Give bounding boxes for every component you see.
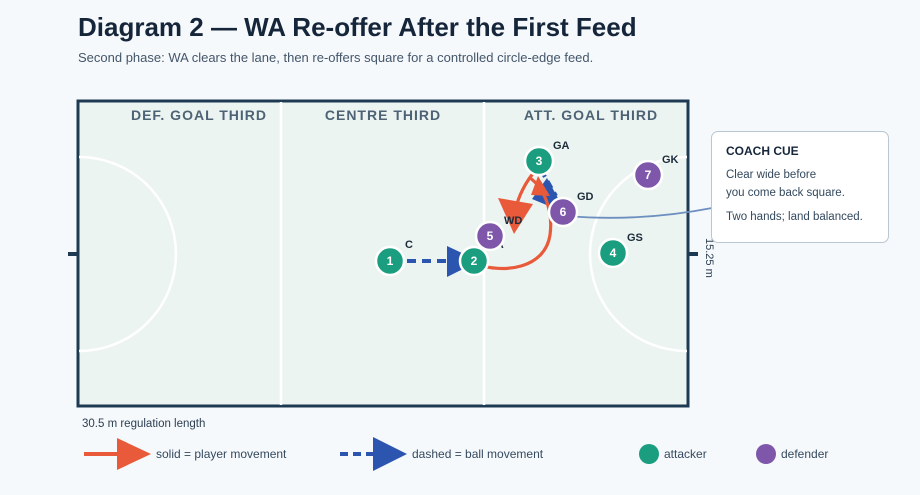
- player-c-tag: C: [405, 239, 413, 251]
- legend-attacker-swatch: [639, 444, 659, 464]
- player-wd-tag: WD: [504, 215, 522, 227]
- player-ga-number: 3: [536, 154, 543, 168]
- coach-cue-title: COACH CUE: [726, 144, 799, 158]
- player-gd-tag: GD: [577, 191, 594, 203]
- player-wa-number: 2: [471, 254, 478, 268]
- player-wd-number: 5: [487, 229, 494, 243]
- page-subtitle: Second phase: WA clears the lane, then r…: [78, 50, 594, 65]
- player-c: 1 C: [374, 239, 413, 277]
- player-gk: 7 GK: [632, 154, 679, 191]
- legend-ball-movement-label: dashed = ball movement: [412, 447, 544, 461]
- player-gs-tag: GS: [627, 232, 643, 244]
- legend-defender-swatch: [756, 444, 776, 464]
- page-title: Diagram 2 — WA Re-offer After the First …: [78, 12, 637, 42]
- player-ga-tag: GA: [553, 140, 570, 152]
- player-c-number: 1: [387, 254, 394, 268]
- player-ga: 3 GA: [523, 140, 570, 177]
- ga-drive-arrowhead: [498, 198, 533, 234]
- legend-player-movement-label: solid = player movement: [156, 447, 287, 461]
- coach-cue-box: COACH CUE Clear wide before you come bac…: [711, 131, 889, 243]
- player-gd-number: 6: [560, 205, 567, 219]
- legend-player-movement-arrowhead: [117, 438, 151, 470]
- wa-reoffer-arrowhead: [531, 176, 550, 196]
- court-width-label: 15.25 m: [703, 238, 715, 278]
- coach-cue-line-1: Clear wide before: [726, 169, 817, 181]
- cue-connector-line: [565, 207, 713, 219]
- player-gk-tag: GK: [662, 154, 679, 166]
- coach-cue-line-2: you come back square.: [726, 187, 845, 199]
- player-wd: 5 WD: [474, 215, 522, 252]
- legend-ball-movement-arrowhead: [373, 437, 407, 471]
- third-label-centre: CENTRE THIRD: [325, 107, 441, 123]
- player-gd: 6 GD: [547, 191, 594, 228]
- third-label-attack: ATT. GOAL THIRD: [524, 107, 658, 123]
- player-gs: 4 GS: [597, 232, 643, 269]
- court-length-label: 30.5 m regulation length: [82, 418, 206, 430]
- player-gk-number: 7: [645, 168, 652, 182]
- legend-defender-label: defender: [781, 447, 829, 461]
- left-goal-circle: [78, 155, 178, 353]
- legend-attacker-label: attacker: [664, 447, 707, 461]
- coach-cue-line-3: Two hands; land balanced.: [726, 211, 863, 223]
- third-label-defence: DEF. GOAL THIRD: [131, 107, 267, 123]
- player-gs-number: 4: [610, 246, 617, 260]
